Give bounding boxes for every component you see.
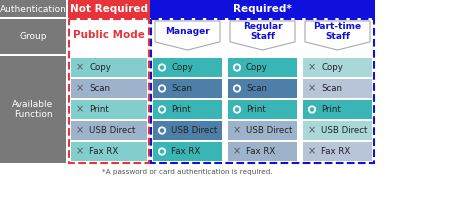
Text: Not Required: Not Required <box>70 4 148 14</box>
Bar <box>228 142 297 161</box>
Text: ×: × <box>233 146 241 156</box>
Text: Fax RX: Fax RX <box>246 147 275 156</box>
Text: ×: × <box>76 146 84 156</box>
Bar <box>303 121 372 140</box>
Text: ×: × <box>308 146 316 156</box>
Text: Print: Print <box>246 105 266 114</box>
Bar <box>70 20 148 53</box>
Text: Copy: Copy <box>171 63 193 72</box>
Text: Fax RX: Fax RX <box>89 147 118 156</box>
Text: Authentication: Authentication <box>0 4 67 14</box>
Text: ×: × <box>76 84 84 93</box>
Bar <box>0 19 66 54</box>
Bar <box>153 121 222 140</box>
Polygon shape <box>305 21 370 50</box>
Text: ×: × <box>308 63 316 73</box>
Bar <box>228 58 297 77</box>
Text: Manager: Manager <box>165 27 210 36</box>
Text: Regular
Staff: Regular Staff <box>243 22 282 41</box>
Text: ×: × <box>233 126 241 135</box>
Text: ×: × <box>308 84 316 93</box>
Bar <box>71 121 147 140</box>
Text: Print: Print <box>321 105 341 114</box>
Text: USB Direct: USB Direct <box>321 126 367 135</box>
Bar <box>228 100 297 119</box>
Bar <box>303 142 372 161</box>
Bar <box>0 56 66 163</box>
Text: Public Mode: Public Mode <box>73 31 145 40</box>
Bar <box>69 19 149 163</box>
Polygon shape <box>230 21 295 50</box>
Text: ×: × <box>308 126 316 135</box>
Bar <box>71 58 147 77</box>
Bar <box>303 79 372 98</box>
Text: Print: Print <box>89 105 109 114</box>
Text: Fax RX: Fax RX <box>171 147 200 156</box>
Text: Scan: Scan <box>171 84 192 93</box>
Text: Scan: Scan <box>246 84 267 93</box>
Text: Scan: Scan <box>89 84 110 93</box>
Bar <box>228 121 297 140</box>
Text: ×: × <box>76 105 84 114</box>
Text: Copy: Copy <box>321 63 343 72</box>
Bar <box>153 58 222 77</box>
Text: Available
Function: Available Function <box>13 100 54 119</box>
Bar <box>150 0 375 18</box>
Bar <box>153 100 222 119</box>
Bar <box>151 19 374 163</box>
Text: Copy: Copy <box>246 63 268 72</box>
Bar <box>71 100 147 119</box>
Text: Print: Print <box>171 105 191 114</box>
Polygon shape <box>155 21 220 50</box>
Text: USB Direct: USB Direct <box>89 126 135 135</box>
Bar <box>153 79 222 98</box>
Bar <box>303 58 372 77</box>
Text: USB Direct: USB Direct <box>171 126 217 135</box>
Text: Part-time
Staff: Part-time Staff <box>314 22 361 41</box>
Bar <box>153 142 222 161</box>
Bar <box>303 100 372 119</box>
Text: ×: × <box>76 126 84 135</box>
Bar <box>228 79 297 98</box>
Text: Copy: Copy <box>89 63 111 72</box>
Bar <box>68 0 150 18</box>
Bar <box>0 0 66 17</box>
Bar <box>71 142 147 161</box>
Text: ×: × <box>76 63 84 73</box>
Text: Group: Group <box>19 32 47 41</box>
Text: Scan: Scan <box>321 84 342 93</box>
Text: Required*: Required* <box>233 4 292 14</box>
Text: *A password or card authentication is required.: *A password or card authentication is re… <box>102 169 273 175</box>
Text: USB Direct: USB Direct <box>246 126 292 135</box>
Bar <box>71 79 147 98</box>
Text: Fax RX: Fax RX <box>321 147 350 156</box>
